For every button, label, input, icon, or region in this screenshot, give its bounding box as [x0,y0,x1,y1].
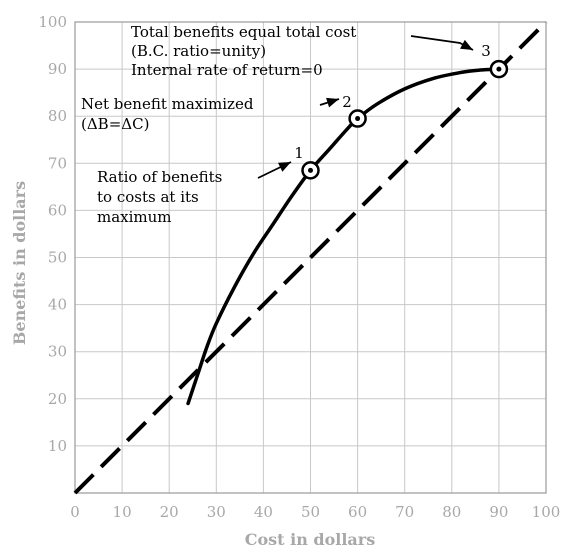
annotation-text-line: Internal rate of return=0 [131,61,323,79]
annotation-point-2: Net benefit maximized (ΔB=ΔC) 2 [81,93,352,133]
y-tick-label: 90 [48,60,67,78]
point-1-marker [301,161,320,180]
y-tick-label: 80 [48,107,67,125]
x-tick-label: 50 [301,503,320,521]
point-dot [355,116,361,122]
point-number-label: 2 [342,93,352,111]
y-axis-title: Benefits in dollars [10,181,29,345]
point-dot [308,167,313,173]
y-tick-label: 20 [48,390,67,408]
annotation-arrowhead [326,97,339,108]
x-tick-label: 80 [442,503,461,521]
series-line-solid [186,67,501,406]
series-line-dashed [73,20,548,495]
y-tick-label: 10 [48,437,67,455]
x-tick-label: 60 [348,503,367,521]
series [73,20,548,495]
x-axis-title: Cost in dollars [245,530,375,549]
x-tick-label: 30 [207,503,226,521]
annotation-text-line: maximum [97,208,172,226]
point-3-marker [489,59,509,79]
annotation-text-line: Total benefits equal total cost [131,23,356,41]
annotation-text-line: to costs at its [97,188,199,206]
x-tick-label: 0 [70,503,80,521]
point-2-marker [348,109,367,128]
x-tick-label: 20 [160,503,179,521]
x-tick-label: 40 [254,503,273,521]
marked-points [301,59,509,180]
annotations: Total benefits equal total cost(B.C. rat… [81,23,491,226]
annotation-text-line: (B.C. ratio=unity) [131,42,266,60]
y-tick-label: 30 [48,343,67,361]
point-number-label: 3 [481,42,491,60]
annotation-arrowhead [278,162,291,172]
y-tick-label: 70 [48,154,67,172]
x-tick-label: 100 [532,503,561,521]
axis-ticks: 0 10 20 30 40 50 60 70 80 90 100 10 20 30 40 50 60 70 80 90… [38,13,560,521]
point-dot [496,66,502,72]
y-tick-label: 50 [48,249,67,267]
annotation-text-line: Ratio of benefits [97,168,222,186]
annotation-arrowhead [460,39,473,50]
x-tick-label: 90 [489,503,508,521]
annotation-point-1: Ratio of benefits to costs at its maximum 1 [97,144,304,226]
y-tick-label: 60 [48,201,67,219]
point-number-label: 1 [294,144,304,162]
annotation-text-line: (ΔB=ΔC) [81,115,149,133]
x-tick-label: 70 [395,503,414,521]
y-tick-label: 100 [38,13,67,31]
annotation-point-3: Total benefits equal total cost(B.C. rat… [131,23,491,79]
y-tick-label: 40 [48,296,67,314]
x-tick-label: 10 [113,503,132,521]
plot-frame [74,21,547,494]
annotation-text-line: Net benefit maximized [81,95,254,113]
